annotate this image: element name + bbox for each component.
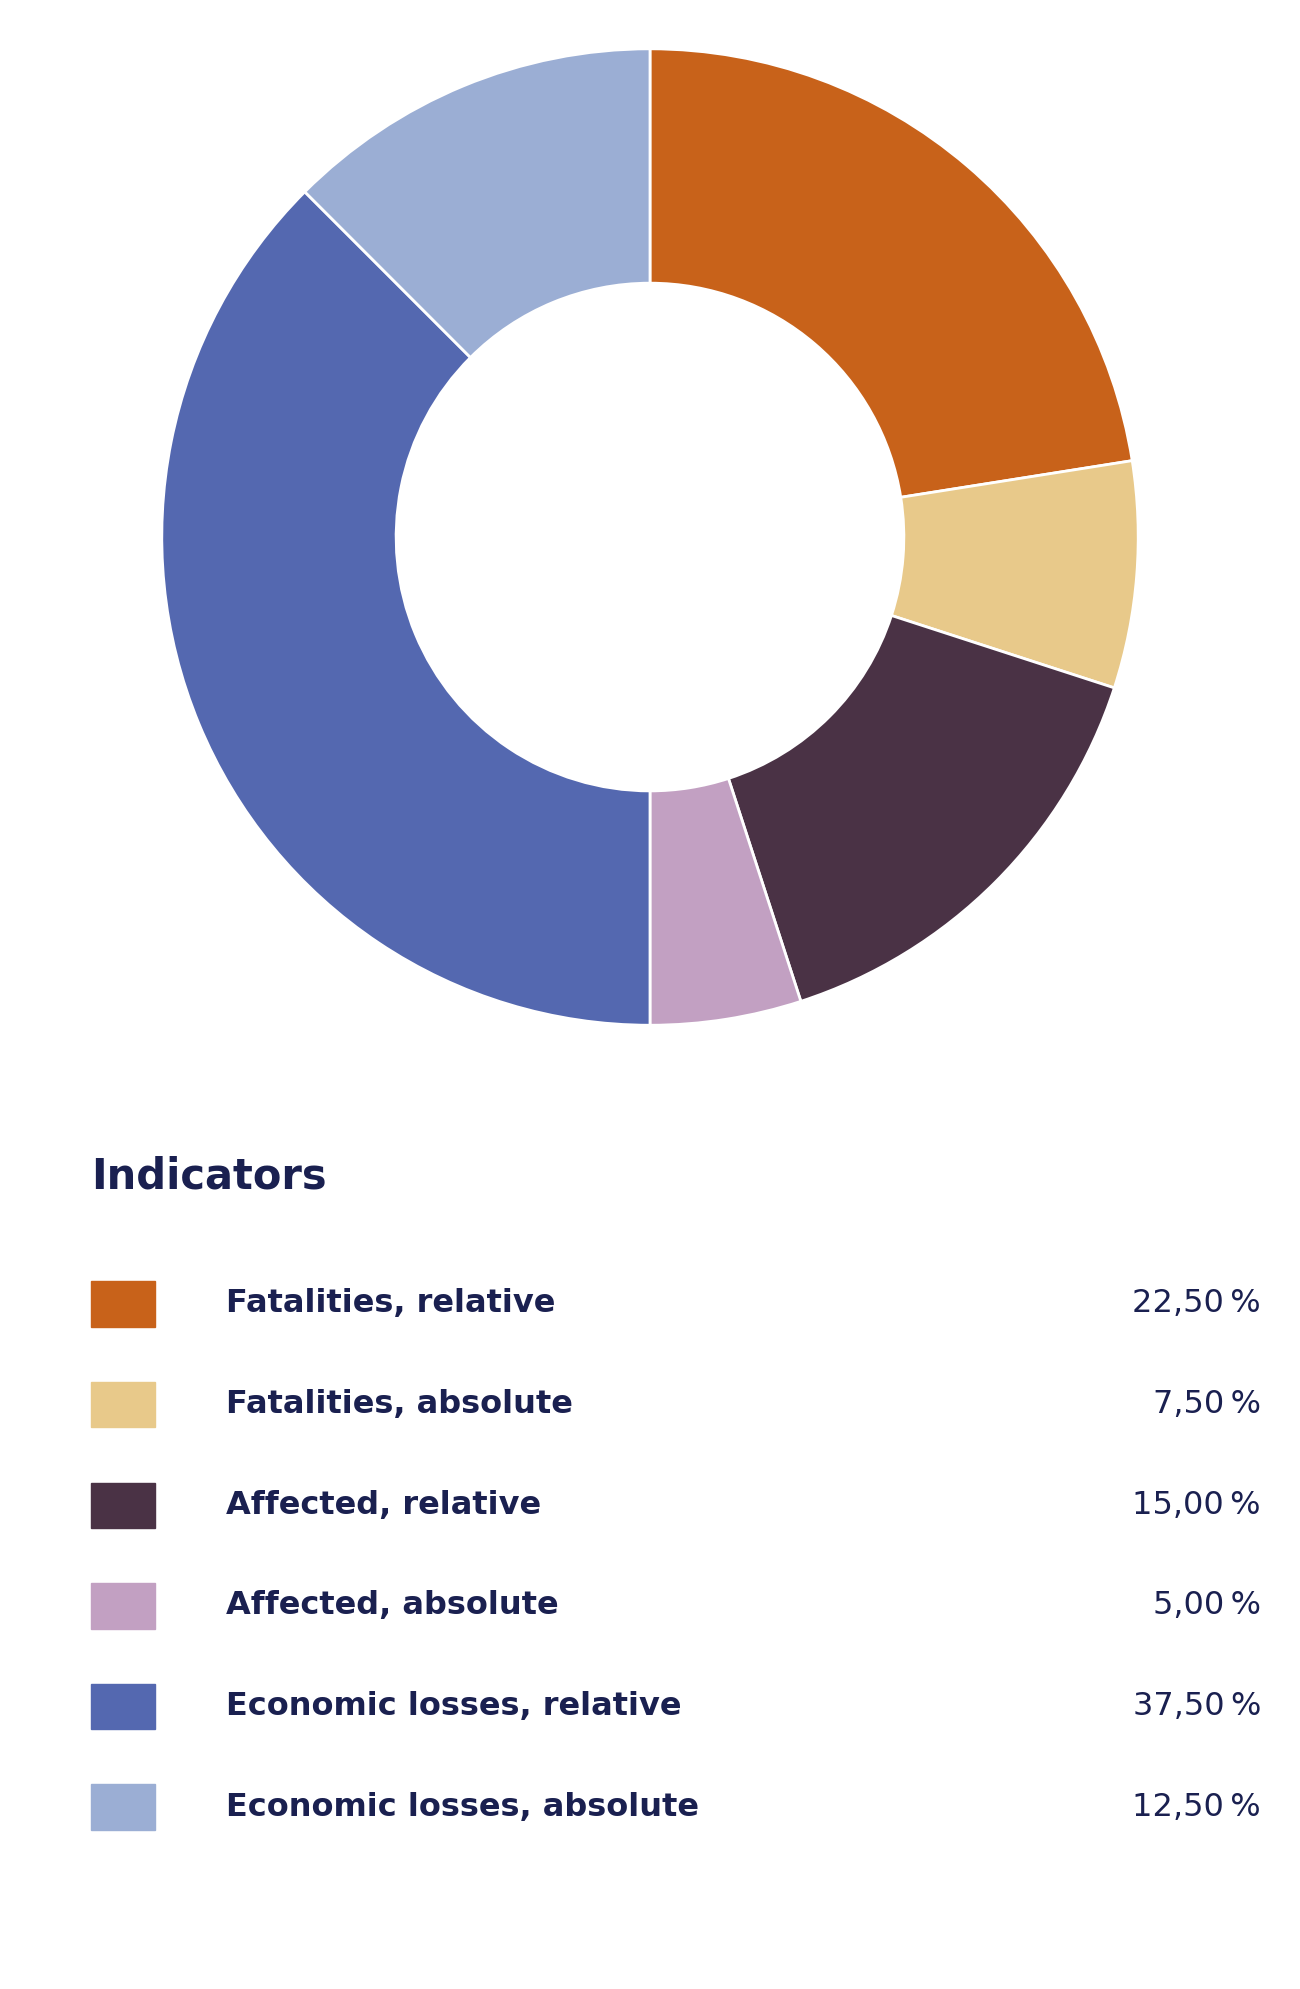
Text: 12,50 %: 12,50 % [1132, 1792, 1261, 1822]
FancyBboxPatch shape [91, 1784, 156, 1830]
Wedge shape [304, 50, 650, 358]
FancyBboxPatch shape [91, 1281, 156, 1327]
Text: Fatalities, absolute: Fatalities, absolute [226, 1388, 572, 1420]
FancyBboxPatch shape [91, 1685, 156, 1728]
Text: 37,50 %: 37,50 % [1132, 1691, 1261, 1722]
FancyBboxPatch shape [91, 1382, 156, 1428]
FancyBboxPatch shape [91, 1583, 156, 1629]
Text: 22,50 %: 22,50 % [1132, 1289, 1261, 1319]
Wedge shape [650, 778, 801, 1024]
Text: 5,00 %: 5,00 % [1153, 1591, 1261, 1621]
Text: Affected, relative: Affected, relative [226, 1490, 541, 1522]
Wedge shape [161, 191, 650, 1024]
Text: Affected, absolute: Affected, absolute [226, 1591, 558, 1621]
Wedge shape [728, 615, 1114, 1000]
Text: 7,50 %: 7,50 % [1153, 1388, 1261, 1420]
Text: Economic losses, absolute: Economic losses, absolute [226, 1792, 698, 1822]
FancyBboxPatch shape [91, 1482, 156, 1528]
Text: Indicators: Indicators [91, 1156, 326, 1197]
Wedge shape [650, 50, 1132, 497]
Text: Fatalities, relative: Fatalities, relative [226, 1289, 555, 1319]
Text: Economic losses, relative: Economic losses, relative [226, 1691, 681, 1722]
Wedge shape [892, 461, 1139, 688]
Text: 15,00 %: 15,00 % [1132, 1490, 1261, 1522]
